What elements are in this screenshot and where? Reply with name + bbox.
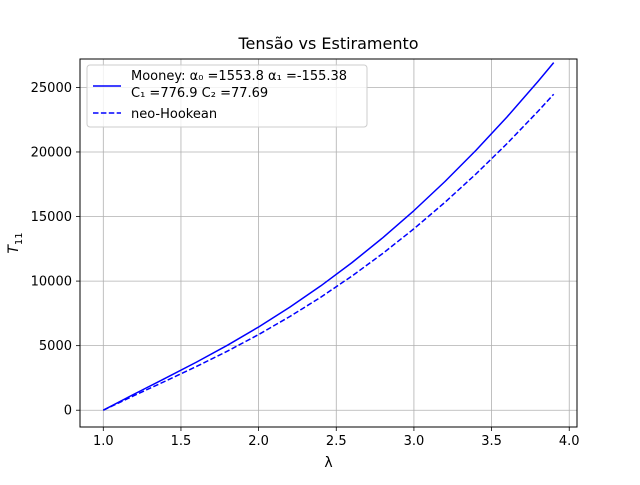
x-tick-label: 2.0	[248, 434, 269, 449]
axes-frame	[79, 58, 578, 428]
series-line-mooney	[102, 62, 555, 411]
x-tick-label: 3.5	[481, 434, 502, 449]
y-tick-label: 20000	[31, 145, 72, 160]
x-tick-label: 3.0	[404, 434, 425, 449]
legend: Mooney: α₀ =1553.8 α₁ =-155.38 C₁ =776.9…	[86, 64, 368, 128]
plot-lines	[102, 62, 555, 411]
legend-label-mooney-line2: C₁ =776.9 C₂ =77.69	[131, 86, 268, 101]
series-line-neo-hookean	[102, 93, 555, 411]
legend-label-mooney: Mooney: α₀ =1553.8 α₁ =-155.38	[131, 69, 347, 84]
x-tick-label: 2.5	[326, 434, 347, 449]
x-tick-label: 4.0	[559, 434, 580, 449]
y-tick-label: 25000	[31, 81, 72, 96]
y-tick-label: 5000	[39, 339, 72, 354]
legend-box	[86, 64, 368, 128]
ticks: 1.0 1.5 2.0 2.5 3.0 3.5 4.0 0 5000 10000 15000 2000…	[31, 81, 580, 449]
y-tick-label: 0	[64, 404, 72, 419]
y-tick-label: 15000	[31, 210, 72, 225]
x-tick-label: 1.5	[171, 434, 192, 449]
y-axis-label-main: T	[6, 244, 22, 254]
legend-label-neo-hookean: neo-Hookean	[131, 107, 217, 122]
x-tick-label: 1.0	[93, 434, 114, 449]
y-tick-label: 10000	[31, 275, 72, 290]
chart-title: Tensão vs Estiramento	[237, 34, 418, 53]
y-axis-label-subscript: 11	[14, 232, 25, 245]
x-axis-label: λ	[324, 455, 332, 471]
y-axis-label: T11	[6, 232, 25, 253]
